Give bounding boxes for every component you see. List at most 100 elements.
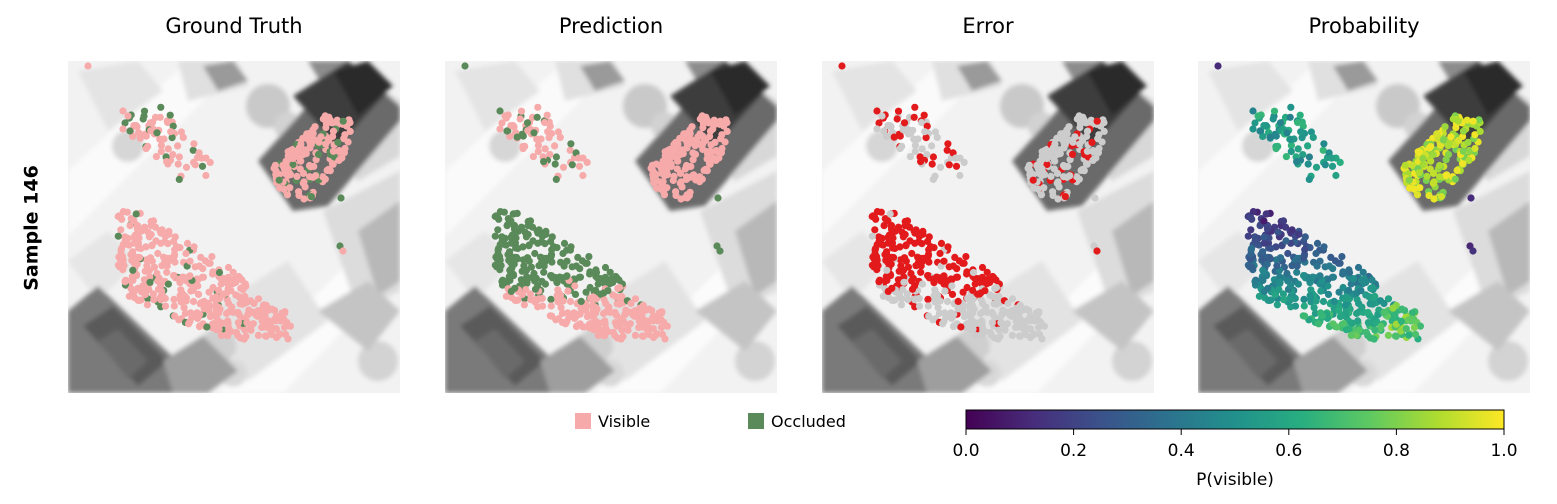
data-point (1095, 131, 1103, 139)
data-point (130, 122, 138, 130)
data-point (341, 131, 349, 139)
data-point (1459, 127, 1468, 135)
data-point (164, 118, 172, 127)
data-point (871, 226, 879, 234)
data-point (337, 194, 345, 202)
data-point (1260, 122, 1268, 130)
data-point (1347, 280, 1355, 288)
data-point (969, 268, 978, 277)
data-point (1405, 331, 1413, 339)
data-point (934, 304, 942, 312)
data-point (209, 268, 217, 276)
data-point (212, 309, 220, 317)
data-point (568, 161, 576, 169)
data-point (948, 276, 956, 284)
data-point (1350, 275, 1358, 283)
data-point (1358, 303, 1366, 311)
data-point (309, 136, 317, 144)
data-point (567, 243, 575, 251)
data-point (1029, 331, 1037, 339)
data-point (156, 113, 164, 121)
data-point (144, 142, 152, 150)
colorbar-tick-label: 0.4 (1168, 441, 1195, 461)
data-point (919, 230, 927, 238)
data-point (169, 122, 177, 130)
data-point (702, 136, 710, 145)
data-point (312, 172, 320, 180)
data-point (1280, 296, 1288, 304)
data-point (546, 122, 554, 130)
data-point (1436, 173, 1444, 181)
data-point (521, 228, 529, 236)
data-point (210, 320, 218, 328)
data-point (1319, 146, 1327, 154)
data-point (928, 142, 936, 150)
data-point (1057, 130, 1065, 138)
data-point (941, 287, 949, 295)
points-layer (84, 62, 354, 343)
data-point (1469, 247, 1477, 255)
data-point (329, 127, 338, 135)
data-point (884, 122, 892, 130)
data-point (510, 260, 518, 268)
data-point (883, 266, 891, 274)
data-point (706, 147, 714, 155)
data-point (1087, 116, 1095, 124)
data-point (496, 208, 504, 216)
data-point (652, 176, 660, 184)
data-point (682, 161, 691, 170)
data-point (1300, 295, 1308, 303)
data-point (169, 254, 177, 262)
data-point (145, 286, 153, 294)
colorbar-tick-label: 0.0 (952, 441, 979, 461)
data-point (540, 158, 548, 166)
data-point (163, 158, 171, 166)
data-point (883, 276, 891, 284)
data-point (1049, 191, 1057, 200)
data-point (1032, 309, 1040, 317)
data-point (948, 282, 956, 290)
data-point (209, 283, 217, 292)
data-point (1347, 331, 1355, 339)
data-point (167, 128, 175, 136)
data-point (1320, 140, 1328, 148)
data-point (558, 309, 566, 317)
data-point (1264, 284, 1272, 292)
data-point (164, 145, 172, 153)
data-point (1079, 136, 1087, 145)
data-point (670, 172, 678, 180)
data-point (884, 217, 892, 225)
data-point (644, 317, 652, 325)
data-point (888, 284, 896, 292)
data-point (514, 244, 522, 253)
data-point (1013, 304, 1021, 312)
data-point (1083, 127, 1092, 135)
data-point (1021, 327, 1029, 335)
data-point (119, 208, 127, 216)
data-point (944, 140, 952, 148)
data-point (899, 286, 907, 294)
data-point (571, 276, 579, 284)
data-point (601, 317, 609, 325)
data-point (1409, 161, 1417, 170)
data-point (212, 293, 220, 301)
data-point (1054, 195, 1062, 203)
colorbar-tick-label: 0.2 (1060, 441, 1087, 461)
data-point (1411, 330, 1420, 338)
data-point (545, 134, 553, 142)
data-point (166, 111, 174, 119)
data-point (1088, 138, 1096, 146)
data-point (1071, 133, 1079, 141)
data-point (195, 262, 203, 270)
data-point (1015, 311, 1023, 319)
data-point (986, 291, 994, 299)
data-point (940, 257, 948, 265)
data-point (1249, 208, 1257, 216)
data-point (1339, 283, 1347, 292)
data-point (1437, 193, 1445, 201)
data-point (494, 226, 502, 234)
data-point (215, 325, 223, 333)
data-point (1345, 268, 1354, 277)
data-point (501, 112, 509, 120)
data-point (1429, 169, 1438, 177)
